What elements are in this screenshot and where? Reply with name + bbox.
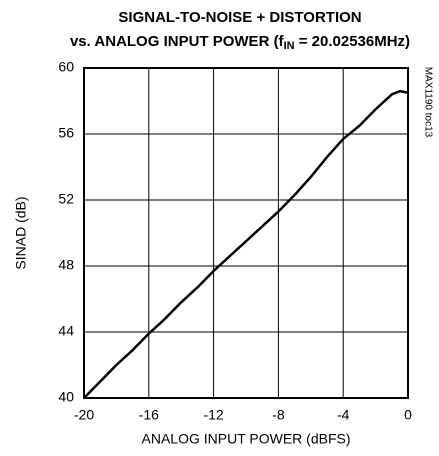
- y-tick-label: 52: [58, 191, 74, 207]
- y-tick-label: 48: [58, 257, 74, 273]
- y-tick-label: 40: [58, 389, 74, 405]
- x-axis-label: ANALOG INPUT POWER (dBFS): [142, 431, 351, 447]
- x-tick-label: -4: [337, 407, 350, 423]
- x-tick-label: -20: [74, 407, 94, 423]
- chart-title: vs. ANALOG INPUT POWER (fIN = 20.02536MH…: [70, 33, 410, 52]
- x-tick-label: 0: [404, 407, 412, 423]
- plot-frame: [83, 67, 409, 399]
- annotation: MAX1190 toc13: [422, 67, 433, 138]
- y-axis-label: SINAD (dB): [13, 196, 29, 269]
- y-tick-label: 60: [58, 59, 74, 75]
- x-tick-label: -12: [203, 407, 223, 423]
- title-part: vs. ANALOG INPUT POWER (f: [70, 33, 285, 50]
- x-tick-label: -8: [272, 407, 285, 423]
- title-subscript: IN: [284, 40, 295, 52]
- data-line: [83, 89, 409, 399]
- chart-title: SIGNAL-TO-NOISE + DISTORTION: [118, 9, 361, 26]
- title-part: = 20.02536MHz): [295, 33, 410, 50]
- x-tick-label: -16: [139, 407, 159, 423]
- y-tick-label: 44: [58, 323, 74, 339]
- y-tick-label: 56: [58, 125, 74, 141]
